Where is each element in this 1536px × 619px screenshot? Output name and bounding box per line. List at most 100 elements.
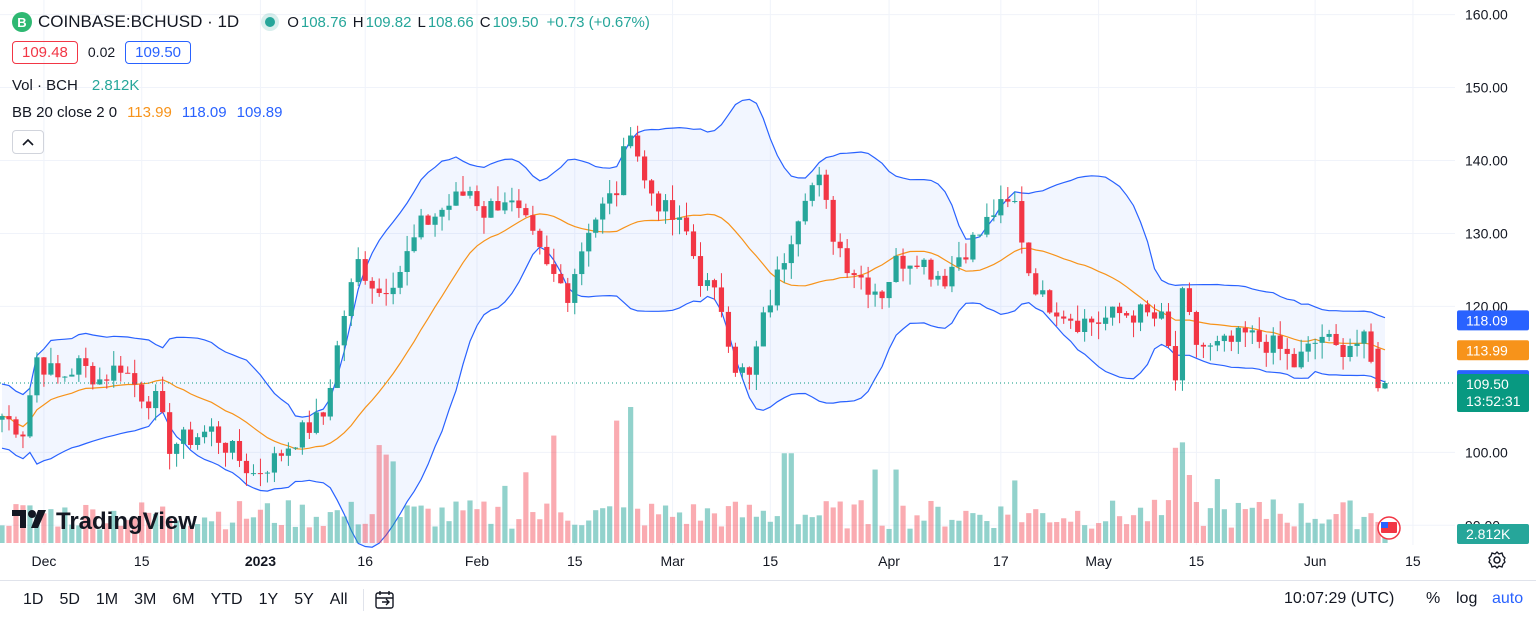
volume-bar-196 (1368, 513, 1374, 543)
candle-body-94 (655, 193, 662, 212)
log-scale-button[interactable]: log (1456, 590, 1478, 607)
auto-scale-button[interactable]: auto (1492, 590, 1524, 607)
range-1y-button[interactable]: 1Y (258, 591, 279, 608)
date-range-calendar-icon[interactable] (374, 590, 396, 610)
volume-bar-60 (418, 505, 424, 543)
range-5d-button[interactable]: 5D (59, 591, 80, 608)
utc-clock[interactable]: 10:07:29 (UTC) (1284, 590, 1395, 607)
candle-body-107 (746, 367, 752, 375)
volume-bar-6 (41, 513, 47, 543)
candle-45 (313, 398, 319, 435)
candle-body-101 (704, 280, 711, 286)
candle-21 (146, 395, 152, 420)
range-all-button[interactable]: All (329, 591, 348, 608)
candle-174 (1214, 335, 1220, 352)
candle-93 (648, 178, 655, 206)
range-5y-button[interactable]: 5Y (294, 591, 314, 608)
tradingview-logo[interactable]: TradingView (12, 506, 197, 537)
candle-body-146 (1019, 201, 1025, 243)
candle-body-80 (558, 273, 564, 284)
candle-body-175 (1221, 335, 1227, 342)
candle-body-154 (1075, 320, 1081, 332)
volume-bar-193 (1347, 500, 1353, 543)
range-1d-button[interactable]: 1D (23, 591, 44, 608)
collapse-legend-button[interactable] (12, 130, 44, 154)
range-6m-button[interactable]: 6M (172, 591, 195, 608)
candle-190 (1326, 329, 1332, 342)
range-1m-button[interactable]: 1M (95, 591, 119, 608)
range-ytd-button[interactable]: YTD (210, 591, 243, 608)
candle-104 (725, 306, 732, 353)
volume-bar-118 (823, 501, 829, 543)
volume-bar-73 (509, 528, 515, 543)
candle-47 (327, 379, 333, 421)
volume-bar-92 (642, 525, 648, 543)
bollinger-legend[interactable]: BB 20 close 2 0 113.99 118.09 109.89 (12, 104, 283, 121)
candle-body-184 (1284, 348, 1290, 354)
candle-100 (697, 242, 704, 297)
spread-value: 0.02 (87, 44, 116, 60)
bb-upper-value: 118.09 (181, 104, 227, 121)
candle-body-188 (1312, 342, 1318, 344)
volume-bar-55 (383, 454, 389, 543)
candle-body-40 (278, 453, 284, 456)
symbol-title[interactable]: COINBASE:BCHUSD · 1D (38, 12, 240, 31)
candle-body-20 (139, 384, 145, 402)
candle-body-39 (271, 453, 278, 473)
buy-price-button[interactable]: 109.50 (125, 40, 192, 64)
candle-body-191 (1333, 333, 1339, 346)
candle-body-108 (753, 346, 759, 375)
candle-body-86 (600, 203, 606, 220)
range-3m-button[interactable]: 3M (134, 591, 157, 608)
candle-105 (732, 342, 739, 377)
candle-137 (956, 241, 962, 271)
sell-price-button[interactable]: 109.48 (12, 40, 78, 64)
chart-settings-gear-icon[interactable] (1487, 550, 1507, 575)
candle-133 (928, 258, 934, 287)
candle-body-54 (376, 288, 382, 293)
candle-body-21 (146, 401, 152, 409)
x-tick-label-2: 2023 (245, 553, 276, 569)
candlesticks (0, 125, 1388, 487)
candle-body-96 (669, 200, 676, 220)
candle-73 (509, 187, 515, 212)
candle-body-156 (1089, 318, 1095, 323)
candle-90 (628, 127, 634, 149)
candle-108 (753, 340, 759, 391)
candle-74 (516, 189, 522, 218)
volume-bar-144 (1005, 514, 1011, 543)
volume-bar-176 (1228, 527, 1234, 543)
candle-106 (739, 363, 745, 378)
candle-body-28 (194, 437, 201, 445)
market-status-dot-icon[interactable] (265, 17, 276, 27)
candle-body-187 (1305, 343, 1311, 352)
candle-132 (921, 258, 927, 275)
volume-bar-37 (257, 509, 264, 543)
price-chart[interactable]: 160.00150.00140.00130.00120.00100.0090.0… (0, 0, 1536, 580)
toolbar-divider (362, 589, 364, 611)
axis-badge-label-3: 109.50 (1466, 376, 1509, 392)
candle-183 (1277, 321, 1283, 361)
percent-scale-button[interactable]: % (1426, 590, 1441, 607)
volume-bar-141 (984, 521, 990, 543)
volume-bar-82 (572, 524, 578, 543)
candle-89 (621, 137, 627, 196)
volume-bar-58 (404, 505, 410, 543)
candle-body-63 (439, 209, 445, 217)
volume-indicator-legend[interactable]: Vol · BCH 2.812K (12, 77, 139, 94)
volume-bar-159 (1109, 500, 1116, 543)
candle-86 (600, 197, 606, 234)
candle-135 (942, 268, 948, 289)
candle-175 (1221, 333, 1227, 352)
candle-129 (900, 248, 906, 282)
volume-bar-154 (1075, 510, 1081, 543)
candle-121 (844, 239, 850, 278)
candle-body-136 (949, 266, 955, 287)
candle-33 (229, 440, 236, 460)
candle-12 (83, 347, 89, 378)
volume-bar-51 (355, 524, 361, 543)
ohlc-close: C 109.50 (479, 13, 539, 31)
candle-body-77 (537, 230, 543, 247)
volume-bar-157 (1096, 523, 1102, 543)
candle-42 (292, 447, 298, 451)
